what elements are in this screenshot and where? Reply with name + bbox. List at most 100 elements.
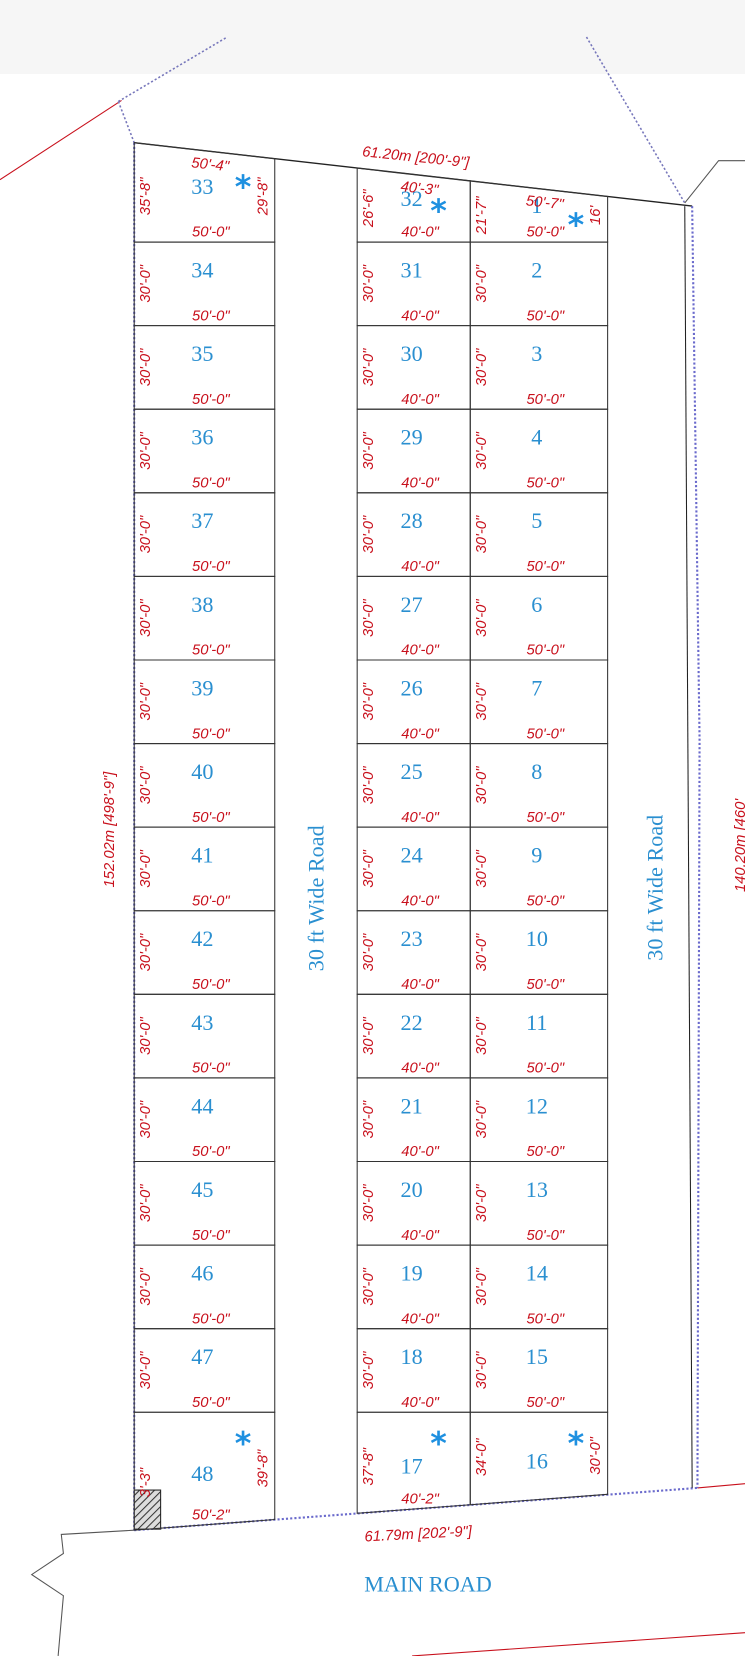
plot-mark: *: [430, 1427, 447, 1463]
plot-depth: 50'-0": [192, 476, 230, 492]
plot-side: 30'-0": [474, 766, 490, 804]
plot-number: 41: [191, 843, 213, 868]
plot-number: 38: [191, 592, 213, 617]
plot-number: 30: [401, 341, 423, 366]
plot-side: 30'-0": [361, 1100, 377, 1138]
plot-side: 30'-0": [361, 1267, 377, 1305]
plot-number: 6: [531, 592, 542, 617]
plot-side: 30'-0": [361, 766, 377, 804]
plot-depth: 50'-0": [192, 977, 230, 993]
plot-depth: 50'-0": [526, 1311, 564, 1327]
plot-number: 4: [531, 425, 542, 450]
plot-side: 30'-0": [474, 1100, 490, 1138]
plot-side: 30'-0": [361, 599, 377, 637]
plot-mark: *: [430, 194, 447, 230]
plot-depth: 40'-0": [401, 1395, 439, 1411]
plot-side: 30'-0": [361, 1351, 377, 1389]
plot-number: 3: [531, 341, 542, 366]
plot-depth: 50'-0": [192, 1061, 230, 1077]
main-road-label: MAIN ROAD: [364, 1571, 492, 1596]
top-dimension: 61.20m [200'-9"]: [361, 144, 470, 171]
plot-depth: 40'-0": [401, 893, 439, 909]
plot-side: 35'-8": [138, 177, 154, 215]
plot-depth: 50'-0": [192, 643, 230, 659]
plot-number: 36: [191, 425, 213, 450]
plot-depth: 50'-0": [526, 476, 564, 492]
plot-depth: 40'-0": [401, 1311, 439, 1327]
plot-number: 33: [191, 174, 213, 199]
plot-side: 30'-0": [138, 515, 154, 553]
plot-number: 8: [531, 759, 542, 784]
plot-side: 30'-0": [138, 849, 154, 887]
plot-depth: 40'-0": [401, 559, 439, 575]
plot-number: 7: [531, 675, 542, 700]
plot-depth: 40'-0": [401, 810, 439, 826]
right-boundary: [691, 206, 701, 1488]
plot-side: 34'-0": [474, 1438, 490, 1476]
plot-mark: *: [568, 1427, 585, 1463]
plot-side: 30'-0": [138, 1351, 154, 1389]
background-band: [0, 0, 745, 75]
bottom-dimension: 61.79m [202'-9"]: [364, 1524, 473, 1546]
plot-side: 30'-0": [474, 431, 490, 469]
plot-number: 25: [401, 759, 423, 784]
plot-side: 30'-0": [138, 766, 154, 804]
plot-side: 30'-0": [138, 348, 154, 386]
plot-depth: 40'-0": [401, 977, 439, 993]
plot-depth: 50'-0": [526, 643, 564, 659]
plot-number: 5: [531, 508, 542, 533]
plot-depth: 40'-0": [401, 1144, 439, 1160]
plot-depth: 50'-0": [526, 1144, 564, 1160]
plot-depth: 40'-2": [401, 1492, 439, 1508]
road-label: 30 ft Wide Road: [643, 815, 668, 961]
left-dimension: 152.02m [498'-9"]: [102, 771, 118, 888]
plot-mark: *: [235, 170, 252, 206]
plot-depth: 50'-2": [192, 1508, 230, 1524]
plot-side-right: 29'-8": [255, 177, 271, 216]
plot-front: 40'-3": [400, 179, 440, 199]
plot-depth: 40'-0": [401, 392, 439, 408]
plot-depth: 50'-0": [192, 392, 230, 408]
plot-number: 45: [191, 1177, 213, 1202]
plot-side: 30'-0": [474, 515, 490, 553]
plot-side: 30'-0": [361, 431, 377, 469]
plot-depth: 40'-0": [401, 643, 439, 659]
plot-depth: 50'-0": [192, 1228, 230, 1244]
plot-number: 16: [526, 1449, 548, 1474]
plot-number: 34: [191, 257, 213, 282]
plot-side: 30'-0": [138, 933, 154, 971]
plot-side: 30'-0": [361, 1017, 377, 1055]
plot-number: 32: [401, 186, 423, 211]
plot-depth: 50'-0": [526, 977, 564, 993]
plot-side: 30'-0": [138, 1184, 154, 1222]
plot-depth: 50'-0": [526, 225, 564, 241]
plot-side-right: 39'-8": [255, 1449, 271, 1487]
plot-number: 26: [401, 675, 423, 700]
plot-side: 30'-0": [138, 1267, 154, 1305]
plot-side-right: 30'-0": [588, 1436, 604, 1474]
plot-depth: 50'-0": [192, 810, 230, 826]
plot-depth: 50'-0": [526, 810, 564, 826]
plot-side: 30'-0": [474, 849, 490, 887]
plot-side: 30'-0": [361, 933, 377, 971]
plot-depth: 40'-0": [401, 726, 439, 742]
plot-number: 29: [401, 425, 423, 450]
plot-number: 10: [526, 926, 548, 951]
plot-number: 13: [526, 1177, 548, 1202]
plot: [133, 1411, 276, 1531]
plot-number: 15: [526, 1344, 548, 1369]
plot-depth: 40'-0": [401, 1228, 439, 1244]
plot-side: 30'-0": [361, 682, 377, 720]
plot-number: 2: [531, 257, 542, 282]
plot-side: 30'-0": [474, 933, 490, 971]
plot-depth: 50'-0": [526, 392, 564, 408]
plot-number: 20: [401, 1177, 423, 1202]
plot-number: 24: [401, 843, 423, 868]
right-dimension: 140.20m [460': [733, 798, 745, 892]
plot-mark: *: [568, 208, 585, 244]
plot-depth: 50'-0": [526, 726, 564, 742]
plot-side: 30'-0": [474, 1267, 490, 1305]
